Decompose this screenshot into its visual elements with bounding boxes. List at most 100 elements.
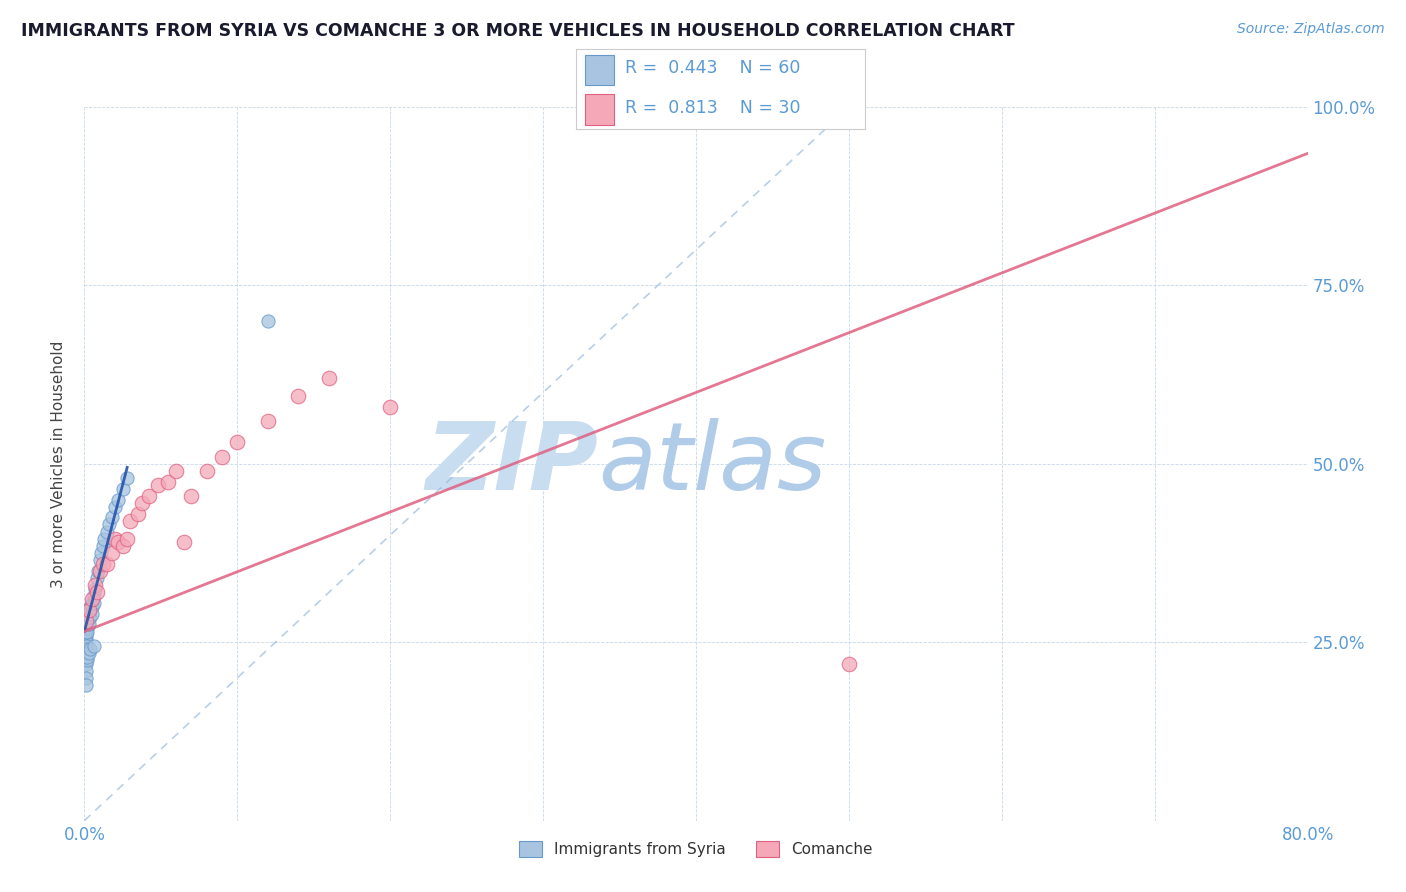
Point — [211, 450, 233, 464]
Point — [75, 614, 97, 628]
Point — [96, 524, 118, 539]
Point — [75, 639, 97, 653]
Point — [91, 557, 114, 571]
Point — [111, 539, 134, 553]
Text: Source: ZipAtlas.com: Source: ZipAtlas.com — [1237, 22, 1385, 37]
Point — [138, 489, 160, 503]
Point — [77, 610, 100, 624]
Point — [165, 464, 187, 478]
Point — [180, 489, 202, 503]
Point — [257, 414, 280, 428]
Point — [75, 671, 97, 685]
Point — [75, 617, 97, 632]
Point — [76, 649, 98, 664]
Point — [86, 585, 108, 599]
Point — [77, 603, 100, 617]
Point — [86, 571, 108, 585]
Point — [127, 507, 149, 521]
Point — [87, 564, 110, 578]
Point — [79, 599, 101, 614]
Point — [83, 639, 105, 653]
FancyBboxPatch shape — [585, 94, 614, 125]
Point — [120, 514, 142, 528]
Point — [89, 553, 111, 567]
Point — [96, 557, 118, 571]
Point — [75, 621, 97, 635]
Point — [76, 624, 98, 639]
Point — [101, 510, 124, 524]
Point — [75, 635, 97, 649]
Text: IMMIGRANTS FROM SYRIA VS COMANCHE 3 OR MORE VEHICLES IN HOUSEHOLD CORRELATION CH: IMMIGRANTS FROM SYRIA VS COMANCHE 3 OR M… — [21, 22, 1015, 40]
Point — [75, 635, 97, 649]
Point — [76, 610, 98, 624]
Text: atlas: atlas — [598, 418, 827, 509]
Point — [101, 546, 124, 560]
Point — [115, 532, 138, 546]
Point — [75, 617, 97, 632]
Point — [75, 621, 97, 635]
Point — [131, 496, 153, 510]
Point — [107, 492, 129, 507]
Point — [77, 603, 100, 617]
Point — [77, 607, 100, 621]
Y-axis label: 3 or more Vehicles in Household: 3 or more Vehicles in Household — [51, 340, 66, 588]
Point — [76, 614, 98, 628]
Point — [104, 532, 127, 546]
Point — [157, 475, 180, 489]
Point — [80, 599, 103, 614]
Point — [77, 617, 100, 632]
Point — [83, 596, 105, 610]
Point — [80, 592, 103, 607]
Point — [111, 482, 134, 496]
Point — [91, 539, 114, 553]
Point — [84, 582, 107, 596]
Point — [83, 589, 105, 603]
Point — [104, 500, 127, 514]
Point — [76, 617, 98, 632]
Point — [77, 646, 100, 660]
Point — [76, 621, 98, 635]
Point — [79, 610, 101, 624]
Point — [75, 624, 97, 639]
Point — [75, 664, 97, 678]
Point — [80, 596, 103, 610]
Point — [75, 624, 97, 639]
FancyBboxPatch shape — [585, 54, 614, 86]
Text: R =  0.443    N = 60: R = 0.443 N = 60 — [626, 60, 801, 78]
Point — [76, 607, 98, 621]
Point — [90, 546, 112, 560]
Text: R =  0.813    N = 30: R = 0.813 N = 30 — [626, 99, 801, 117]
Point — [226, 435, 249, 450]
Point — [257, 314, 280, 328]
Point — [89, 564, 111, 578]
Point — [380, 400, 402, 414]
Legend: Immigrants from Syria, Comanche: Immigrants from Syria, Comanche — [513, 835, 879, 863]
Point — [287, 389, 309, 403]
Point — [76, 653, 98, 667]
Point — [76, 614, 98, 628]
Point — [75, 632, 97, 646]
Point — [115, 471, 138, 485]
Point — [75, 628, 97, 642]
Point — [79, 642, 101, 657]
Point — [173, 535, 195, 549]
Point — [84, 578, 107, 592]
Text: ZIP: ZIP — [425, 417, 598, 510]
Point — [75, 678, 97, 692]
Point — [75, 632, 97, 646]
Point — [75, 624, 97, 639]
Point — [97, 517, 120, 532]
Point — [195, 464, 218, 478]
Point — [80, 607, 103, 621]
Point — [75, 642, 97, 657]
Point — [93, 532, 115, 546]
Point — [107, 535, 129, 549]
Point — [318, 371, 340, 385]
Point — [75, 614, 97, 628]
Point — [146, 478, 169, 492]
Point — [838, 657, 860, 671]
Point — [75, 639, 97, 653]
Point — [75, 657, 97, 671]
Point — [75, 628, 97, 642]
Point — [79, 603, 101, 617]
